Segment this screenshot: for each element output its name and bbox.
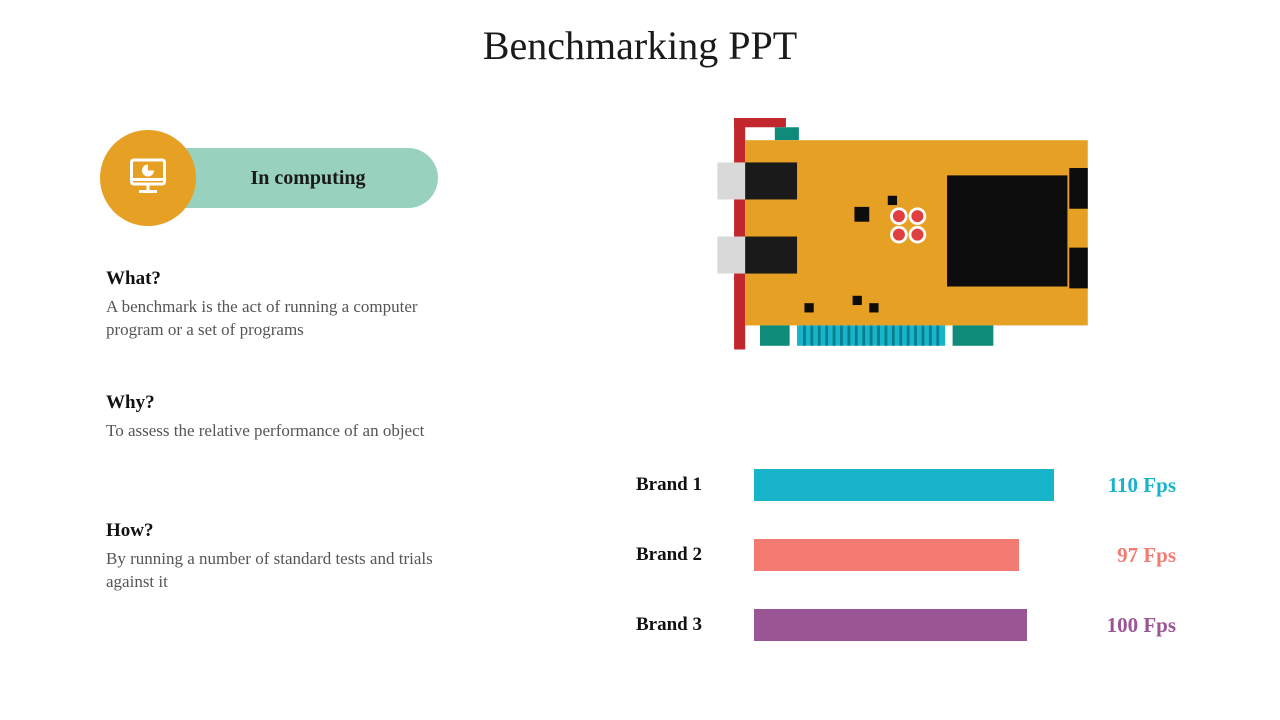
topic-circle [100, 130, 196, 226]
qa-body: By running a number of standard tests an… [106, 548, 446, 594]
qa-body: A benchmark is the act of running a comp… [106, 296, 446, 342]
chart-bar [754, 539, 1019, 571]
qa-heading: How? [106, 520, 446, 542]
topic-badge: In computing [100, 130, 430, 226]
chart-row: Brand 2 97 Fps [636, 538, 1176, 572]
topic-label: In computing [250, 167, 365, 190]
gpu-card-icon [700, 118, 1120, 368]
chart-bar [754, 469, 1054, 501]
chart-bar-track [754, 469, 1054, 501]
chart-row: Brand 1 110 Fps [636, 468, 1176, 502]
qa-heading: Why? [106, 392, 446, 414]
qa-how: How? By running a number of standard tes… [106, 520, 446, 594]
chart-bar-track [754, 609, 1054, 641]
chart-bar-track [754, 539, 1054, 571]
chart-row-label: Brand 2 [636, 544, 754, 566]
benchmark-bar-chart: Brand 1 110 Fps Brand 2 97 Fps Brand 3 1… [636, 468, 1176, 642]
qa-heading: What? [106, 268, 446, 290]
chart-row-value: 100 Fps [1107, 613, 1176, 638]
chart-row-value: 110 Fps [1108, 473, 1176, 498]
chart-bar [754, 609, 1027, 641]
page-title: Benchmarking PPT [0, 22, 1280, 69]
qa-why: Why? To assess the relative performance … [106, 392, 446, 443]
gpu-chip [947, 175, 1067, 286]
monitor-pie-icon [124, 154, 172, 202]
qa-body: To assess the relative performance of an… [106, 420, 446, 443]
chart-row: Brand 3 100 Fps [636, 608, 1176, 642]
chart-row-value: 97 Fps [1117, 543, 1176, 568]
qa-what: What? A benchmark is the act of running … [106, 268, 446, 342]
slide: Benchmarking PPT In computing What? A be… [0, 0, 1280, 720]
gpu-bracket [734, 118, 745, 349]
chart-row-label: Brand 3 [636, 614, 754, 636]
chart-row-label: Brand 1 [636, 474, 754, 496]
